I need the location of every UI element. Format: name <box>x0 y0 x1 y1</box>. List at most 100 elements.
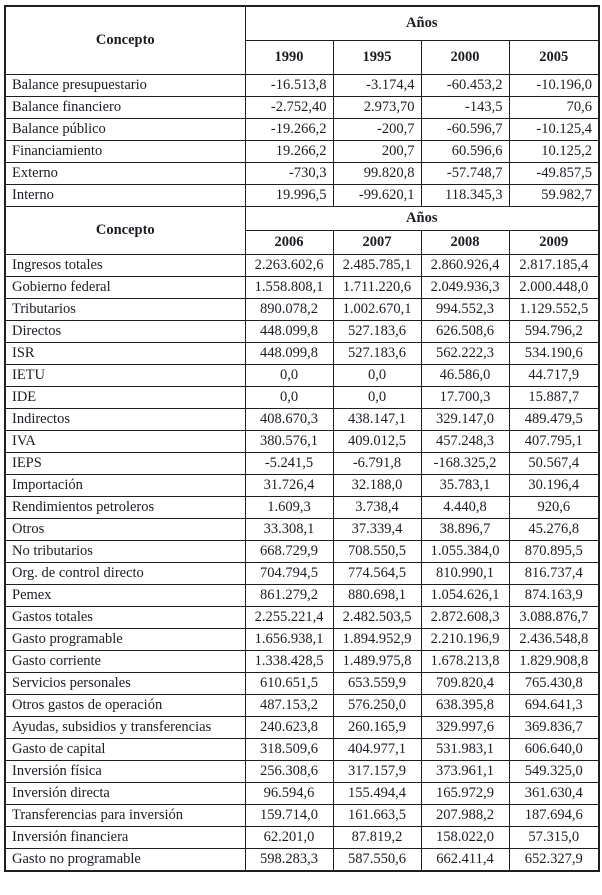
table-row: Inversión directa 96.594,6 155.494,4 165.97… <box>4 782 600 805</box>
table-row: Gasto corriente 1.338.428,5 1.489.975,8 1.6… <box>4 650 600 673</box>
value-cell: 165.972,9 <box>420 782 510 805</box>
value-cell: 1.678.213,8 <box>420 650 510 673</box>
row-label: Gasto corriente <box>4 650 246 673</box>
value-cell: 155.494,4 <box>332 782 422 805</box>
header-row-years: 2006 2007 2008 2009 <box>5 230 600 255</box>
value-cell: 549.325,0 <box>508 760 600 783</box>
value-cell: 32.188,0 <box>332 474 422 497</box>
value-cell: 3.738,4 <box>332 496 422 519</box>
row-label: Inversión directa <box>4 782 246 805</box>
table-row: Gastos totales 2.255.221,4 2.482.503,5 2.87… <box>4 606 600 629</box>
value-cell: 70,6 <box>508 96 600 119</box>
value-cell: 890.078,2 <box>244 298 334 321</box>
table-row: IEPS -5.241,5 -6.791,8 -168.325,2 50.567,4 <box>4 452 600 475</box>
table-row: Inversión financiera 62.201,0 87.819,2 158.… <box>4 826 600 849</box>
value-cell: 87.819,2 <box>332 826 422 849</box>
value-cell: 57.315,0 <box>508 826 600 849</box>
value-cell: 373.961,1 <box>420 760 510 783</box>
value-cell: 610.651,5 <box>244 672 334 695</box>
concept-column-header: Concepto <box>4 5 246 75</box>
header-row-anios: Concepto Años <box>4 5 600 75</box>
row-label: Importación <box>4 474 246 497</box>
table-row: Inversión física 256.308,6 317.157,9 373.96… <box>4 760 600 783</box>
year-column-header: 2005 <box>508 40 600 75</box>
value-cell: 562.222,3 <box>420 342 510 365</box>
table-row: Externo -730,3 99.820,8 -57.748,7 -49.857,5 <box>4 162 600 185</box>
value-cell: 2.860.926,4 <box>420 254 510 277</box>
value-cell: -60.596,7 <box>420 118 510 141</box>
value-cell: 50.567,4 <box>508 452 600 475</box>
value-cell: 994.552,3 <box>420 298 510 321</box>
table-row: Importación 31.726,4 32.188,0 35.783,1 30.19… <box>4 474 600 497</box>
table-row: Gasto programable 1.656.938,1 1.894.952,9 2… <box>4 628 600 651</box>
value-cell: 594.796,2 <box>508 320 600 343</box>
value-cell: 861.279,2 <box>244 584 334 607</box>
row-label: Inversión financiera <box>4 826 246 849</box>
value-cell: 2.263.602,6 <box>244 254 334 277</box>
value-cell: -57.748,7 <box>420 162 510 185</box>
value-cell: 318.509,6 <box>244 738 334 761</box>
row-label: Externo <box>4 162 246 185</box>
value-cell: -143,5 <box>420 96 510 119</box>
value-cell: 38.896,7 <box>420 518 510 541</box>
value-cell: 2.255.221,4 <box>244 606 334 629</box>
value-cell: 30.196,4 <box>508 474 600 497</box>
value-cell: 407.795,1 <box>508 430 600 453</box>
value-cell: 2.000.448,0 <box>508 276 600 299</box>
table-row: Servicios personales 610.651,5 653.559,9 70… <box>4 672 600 695</box>
row-label: Gasto programable <box>4 628 246 651</box>
value-cell: -200,7 <box>332 118 422 141</box>
row-label: Ingresos totales <box>4 254 246 277</box>
value-cell: 0,0 <box>244 386 334 409</box>
value-cell: -5.241,5 <box>244 452 334 475</box>
value-cell: -2.752,40 <box>244 96 334 119</box>
value-cell: 489.479,5 <box>508 408 600 431</box>
value-cell: 810.990,1 <box>420 562 510 585</box>
value-cell: 534.190,6 <box>508 342 600 365</box>
value-cell: 1.055.384,0 <box>420 540 510 563</box>
table-body: Concepto Años 1990 1995 2000 2005 Balance pres… <box>4 5 600 872</box>
table-row: Interno 19.996,5 -99.620,1 118.345,3 59.982,… <box>4 184 600 207</box>
table-row: IVA 380.576,1 409.012,5 457.248,3 407.795,1 <box>4 430 600 453</box>
value-cell: 329.997,6 <box>420 716 510 739</box>
value-cell: 33.308,1 <box>244 518 334 541</box>
value-cell: 96.594,6 <box>244 782 334 805</box>
value-cell: 408.670,3 <box>244 408 334 431</box>
value-cell: 404.977,1 <box>332 738 422 761</box>
table-row: Financiamiento 19.266,2 200,7 60.596,6 10.12… <box>4 140 600 163</box>
value-cell: 37.339,4 <box>332 518 422 541</box>
row-label: Gasto de capital <box>4 738 246 761</box>
value-cell: -16.513,8 <box>244 74 334 97</box>
value-cell: 15.887,7 <box>508 386 600 409</box>
row-label: IEPS <box>4 452 246 475</box>
value-cell: 448.099,8 <box>244 342 334 365</box>
value-cell: 409.012,5 <box>332 430 422 453</box>
value-cell: 4.440,8 <box>420 496 510 519</box>
value-cell: 3.088.876,7 <box>508 606 600 629</box>
year-column-header: 2007 <box>332 230 422 255</box>
header-row-years: 1990 1995 2000 2005 <box>5 40 600 75</box>
value-cell: 59.982,7 <box>508 184 600 207</box>
value-cell: 448.099,8 <box>244 320 334 343</box>
value-cell: 662.411,4 <box>420 848 510 872</box>
value-cell: -19.266,2 <box>244 118 334 141</box>
value-cell: 487.153,2 <box>244 694 334 717</box>
value-cell: 1.054.626,1 <box>420 584 510 607</box>
table-row: Gobierno federal 1.558.808,1 1.711.220,6 2.… <box>4 276 600 299</box>
years-group-header: Años <box>244 206 600 231</box>
row-label: Financiamiento <box>4 140 246 163</box>
value-cell: 527.183,6 <box>332 342 422 365</box>
value-cell: 870.895,5 <box>508 540 600 563</box>
value-cell: 694.641,3 <box>508 694 600 717</box>
table-row: Otros 33.308,1 37.339,4 38.896,7 45.276,8 <box>4 518 600 541</box>
value-cell: 256.308,6 <box>244 760 334 783</box>
value-cell: 99.820,8 <box>332 162 422 185</box>
value-cell: 709.820,4 <box>420 672 510 695</box>
value-cell: 161.663,5 <box>332 804 422 827</box>
value-cell: 606.640,0 <box>508 738 600 761</box>
value-cell: 369.836,7 <box>508 716 600 739</box>
value-cell: 2.049.936,3 <box>420 276 510 299</box>
value-cell: 587.550,6 <box>332 848 422 872</box>
value-cell: 765.430,8 <box>508 672 600 695</box>
row-label: Otros <box>4 518 246 541</box>
